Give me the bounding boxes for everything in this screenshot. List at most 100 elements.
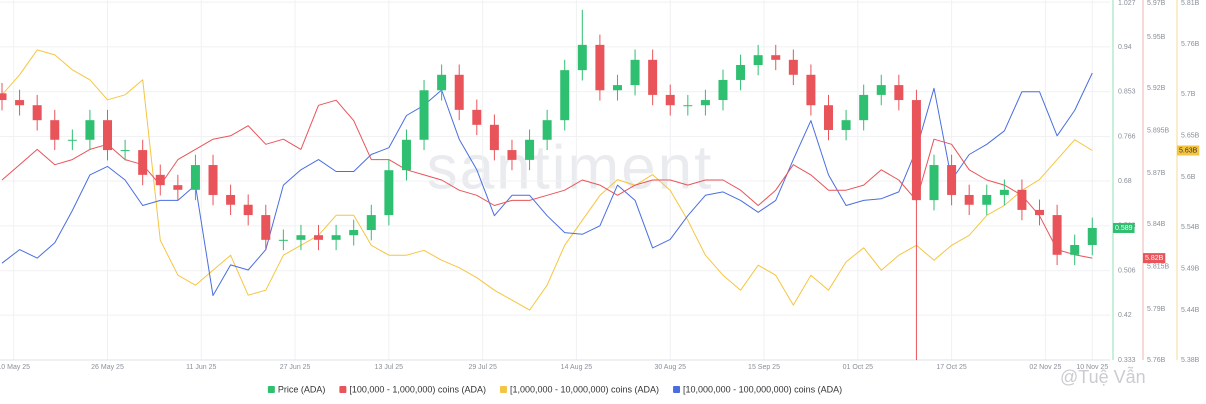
x-tick-label: 26 May 25 (91, 364, 124, 371)
legend-swatch (267, 386, 275, 393)
candle-body (401, 139, 411, 171)
candle-body (349, 230, 359, 236)
candle-body (120, 150, 130, 152)
candle-body (103, 120, 113, 151)
candle-body (419, 90, 429, 140)
value-tag-label: 5.82B (1145, 255, 1164, 262)
value-tag-box (1113, 222, 1135, 233)
candle-body (718, 79, 728, 101)
series-line (1, 49, 1093, 311)
candle-body (208, 165, 218, 195)
candle-body (665, 94, 675, 106)
candle-body (683, 105, 693, 107)
y-tick-label: 5.97B (1147, 0, 1166, 7)
candle-body (999, 189, 1009, 195)
y-tick-label: 0.333 (1118, 357, 1136, 364)
candle-body (1035, 209, 1045, 216)
candle-body (771, 55, 781, 60)
y-tick-label: 5.79B (1147, 306, 1166, 313)
y-tick-label: 0.94 (1118, 44, 1132, 51)
candle-body (824, 105, 833, 130)
y-tick-label: 5.38B (1181, 357, 1200, 364)
y-tick-label: 5.95B (1147, 34, 1166, 41)
legend-swatch (499, 386, 507, 393)
candle-body (15, 100, 25, 106)
y-tick-label: 0.506 (1118, 268, 1136, 275)
value-tag-box (1177, 145, 1200, 156)
candle-body (1087, 227, 1097, 245)
candle-body (437, 74, 447, 91)
candle-body (577, 44, 587, 71)
candle-body (173, 185, 183, 190)
candle-body (32, 105, 42, 121)
candle-body (331, 235, 341, 240)
candle-body (806, 74, 816, 106)
candle-body (894, 85, 904, 101)
y-tick-label: 5.895B (1147, 128, 1170, 135)
candle-body (964, 194, 974, 205)
candle-body (542, 120, 552, 140)
y-tick-label: 0.42 (1118, 312, 1132, 319)
candle-body (507, 150, 517, 160)
x-tick-label: 15 Sep 25 (748, 364, 780, 371)
candle-body (454, 74, 464, 110)
x-tick-label: 10 Nov 25 (1076, 364, 1108, 371)
x-tick-label: 14 Aug 25 (561, 364, 593, 371)
y-tick-label: 5.76B (1147, 357, 1166, 364)
candle-body (982, 194, 992, 205)
x-tick-label: 01 Oct 25 (843, 364, 873, 371)
candle-body (595, 44, 605, 91)
candle-body (736, 64, 746, 80)
candle-body (648, 59, 658, 95)
candle-body (700, 100, 710, 106)
y-tick-label: 5.87B (1147, 170, 1166, 177)
y-tick-label: 5.7B (1181, 91, 1196, 98)
candle-body (1052, 215, 1062, 255)
candle-body (525, 139, 535, 160)
candle-body (278, 239, 288, 241)
candle-body (612, 85, 622, 91)
legend-label: [1,000,000 - 10,000,000) coins (ADA) (510, 384, 659, 394)
legend-swatch (339, 386, 347, 393)
value-tag-label: 5.63B (1179, 147, 1198, 154)
x-tick-label: 02 Nov 25 (1029, 364, 1061, 371)
legend-swatch (673, 386, 681, 393)
candle-body (366, 215, 376, 231)
legend: Price (ADA) [100,000 - 1,000,000) coins (… (267, 384, 842, 394)
x-tick-label: 10 May 25 (0, 364, 30, 371)
candle-body (155, 174, 165, 186)
plot (0, 9, 1097, 360)
x-tick-label: 29 Jul 25 (468, 364, 497, 371)
y-tick-label: 5.6B (1181, 174, 1196, 181)
y-tick-label: 5.65B (1181, 132, 1200, 139)
legend-label: [100,000 - 1,000,000) coins (ADA) (349, 384, 486, 394)
legend-label: Price (ADA) (278, 384, 326, 394)
candle-body (947, 165, 957, 195)
value-tag: 0.589 (1113, 222, 1135, 233)
candle-body (876, 85, 886, 95)
value-tag-label: 0.589 (1115, 225, 1133, 232)
candle-body (314, 235, 324, 240)
value-tag: 5.82B (1143, 253, 1166, 264)
candle-body (226, 194, 236, 205)
candle-body (0, 93, 7, 101)
candle-body (50, 120, 60, 140)
candle-body (929, 165, 939, 201)
y-tick-label: 1.027 (1118, 0, 1136, 7)
y-tick-label: 0.853 (1118, 89, 1136, 96)
candle-body (788, 59, 798, 75)
y-tick-label: 0.766 (1118, 134, 1136, 141)
candle-body (1017, 189, 1027, 210)
candle-body (489, 124, 499, 151)
x-tick-label: 13 Jul 25 (375, 364, 404, 371)
x-tick-label: 27 Jun 25 (280, 364, 311, 371)
x-tick-label: 17 Oct 25 (936, 364, 966, 371)
credit: @Tuệ Vẫn (1060, 366, 1146, 387)
value-tag-box (1143, 253, 1166, 264)
legend-label: [10,000,000 - 100,000,000) coins (ADA) (683, 384, 842, 394)
watermark: santiment (427, 133, 714, 202)
candle-body (190, 165, 200, 190)
y-tick-label: 5.84B (1147, 221, 1166, 228)
